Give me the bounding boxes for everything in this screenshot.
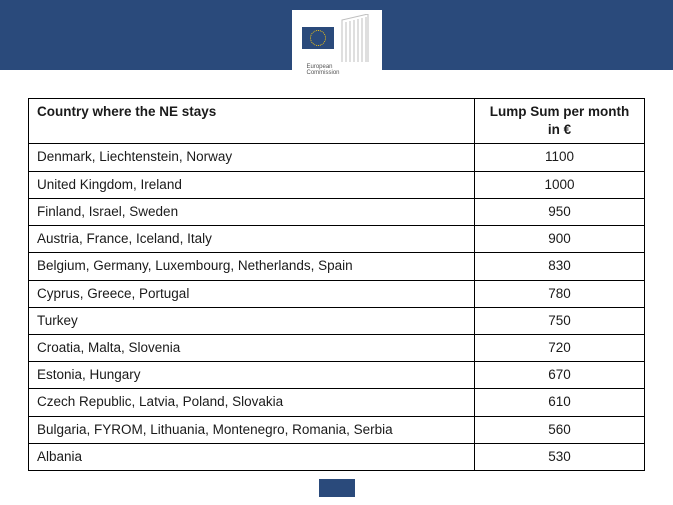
table-row: Belgium, Germany, Luxembourg, Netherland… — [29, 253, 645, 280]
cell-sum: 1100 — [475, 144, 645, 171]
cell-country: Bulgaria, FYROM, Lithuania, Montenegro, … — [29, 416, 475, 443]
cell-sum: 720 — [475, 334, 645, 361]
cell-country: Denmark, Liechtenstein, Norway — [29, 144, 475, 171]
cell-sum: 610 — [475, 389, 645, 416]
col-header-country: Country where the NE stays — [29, 99, 475, 144]
table-row: Finland, Israel, Sweden 950 — [29, 198, 645, 225]
cell-country: Estonia, Hungary — [29, 362, 475, 389]
cell-country: Austria, France, Iceland, Italy — [29, 226, 475, 253]
eu-flag-icon — [302, 27, 334, 49]
table-row: Czech Republic, Latvia, Poland, Slovakia… — [29, 389, 645, 416]
berlaymont-icon — [338, 14, 372, 62]
table-row: Denmark, Liechtenstein, Norway 1100 — [29, 144, 645, 171]
table-row: Croatia, Malta, Slovenia 720 — [29, 334, 645, 361]
page: European Commission Country where the NE… — [0, 0, 673, 505]
table-row: Bulgaria, FYROM, Lithuania, Montenegro, … — [29, 416, 645, 443]
cell-country: Finland, Israel, Sweden — [29, 198, 475, 225]
cell-sum: 950 — [475, 198, 645, 225]
cell-country: Croatia, Malta, Slovenia — [29, 334, 475, 361]
cell-sum: 780 — [475, 280, 645, 307]
cell-sum: 1000 — [475, 171, 645, 198]
table-row: Estonia, Hungary 670 — [29, 362, 645, 389]
content-area: Country where the NE stays Lump Sum per … — [0, 70, 673, 471]
footer-mark — [319, 479, 355, 497]
col-header-sum: Lump Sum per month in € — [475, 99, 645, 144]
cell-sum: 750 — [475, 307, 645, 334]
table-row: Turkey 750 — [29, 307, 645, 334]
cell-country: Czech Republic, Latvia, Poland, Slovakia — [29, 389, 475, 416]
cell-sum: 830 — [475, 253, 645, 280]
cell-country: Belgium, Germany, Luxembourg, Netherland… — [29, 253, 475, 280]
table-row: Cyprus, Greece, Portugal 780 — [29, 280, 645, 307]
cell-sum: 560 — [475, 416, 645, 443]
ec-logo: European Commission — [292, 10, 382, 90]
header-bar: European Commission — [0, 0, 673, 70]
cell-sum: 530 — [475, 443, 645, 470]
table-row: United Kingdom, Ireland 1000 — [29, 171, 645, 198]
lump-sum-table: Country where the NE stays Lump Sum per … — [28, 98, 645, 471]
cell-country: United Kingdom, Ireland — [29, 171, 475, 198]
table-body: Denmark, Liechtenstein, Norway 1100 Unit… — [29, 144, 645, 471]
table-row: Albania 530 — [29, 443, 645, 470]
table-row: Austria, France, Iceland, Italy 900 — [29, 226, 645, 253]
ec-logo-subtext: European Commission — [307, 64, 367, 76]
cell-country: Albania — [29, 443, 475, 470]
ec-logo-inner — [302, 14, 372, 62]
cell-country: Turkey — [29, 307, 475, 334]
cell-country: Cyprus, Greece, Portugal — [29, 280, 475, 307]
cell-sum: 670 — [475, 362, 645, 389]
table-header-row: Country where the NE stays Lump Sum per … — [29, 99, 645, 144]
cell-sum: 900 — [475, 226, 645, 253]
